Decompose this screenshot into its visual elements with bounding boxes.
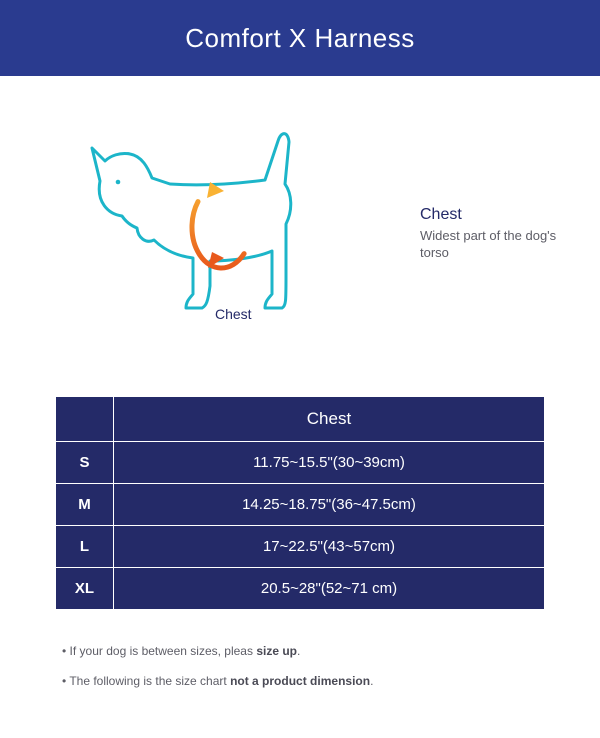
note-line-2: • The following is the size chart not a … bbox=[62, 674, 600, 688]
cell-size: S bbox=[56, 442, 114, 484]
cell-chest: 14.25~18.75"(36~47.5cm) bbox=[114, 484, 545, 526]
cell-chest: 11.75~15.5"(30~39cm) bbox=[114, 442, 545, 484]
dog-outline-illustration bbox=[60, 106, 320, 326]
table-header-row: Chest bbox=[56, 397, 545, 442]
table-row: S 11.75~15.5"(30~39cm) bbox=[56, 442, 545, 484]
cell-size: L bbox=[56, 526, 114, 568]
table-header-chest: Chest bbox=[114, 397, 545, 442]
cell-size: XL bbox=[56, 568, 114, 610]
table-header-size bbox=[56, 397, 114, 442]
size-chart-table: Chest S 11.75~15.5"(30~39cm) M 14.25~18.… bbox=[55, 396, 545, 610]
cell-chest: 20.5~28"(52~71 cm) bbox=[114, 568, 545, 610]
table-row: L 17~22.5"(43~57cm) bbox=[56, 526, 545, 568]
table-row: XL 20.5~28"(52~71 cm) bbox=[56, 568, 545, 610]
chest-info-box: Chest Widest part of the dog's torso bbox=[420, 206, 570, 262]
header-band: Comfort X Harness bbox=[0, 0, 600, 76]
chest-info-title: Chest bbox=[420, 206, 570, 224]
table-row: M 14.25~18.75"(36~47.5cm) bbox=[56, 484, 545, 526]
cell-size: M bbox=[56, 484, 114, 526]
note-line-1: • If your dog is between sizes, pleas si… bbox=[62, 644, 600, 658]
diagram-region: Chest Chest Widest part of the dog's tor… bbox=[0, 76, 600, 356]
page-title: Comfort X Harness bbox=[185, 23, 415, 54]
diagram-chest-label: Chest bbox=[215, 306, 252, 322]
cell-chest: 17~22.5"(43~57cm) bbox=[114, 526, 545, 568]
chest-info-desc: Widest part of the dog's torso bbox=[420, 228, 570, 262]
notes-block: • If your dog is between sizes, pleas si… bbox=[62, 644, 600, 688]
